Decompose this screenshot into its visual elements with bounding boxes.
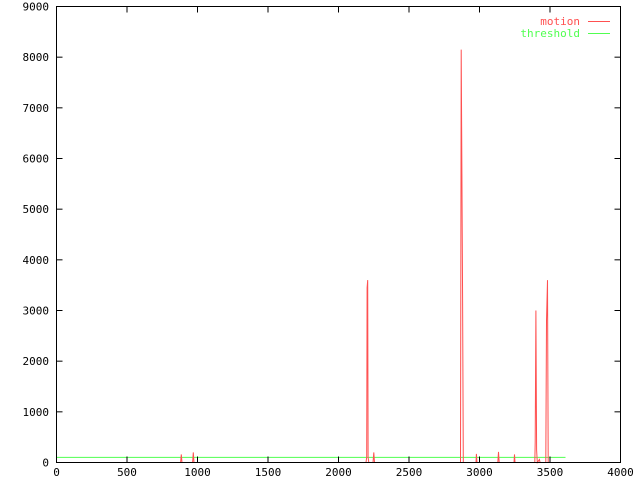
y-tick-label: 7000 <box>23 102 50 115</box>
y-tick-label: 5000 <box>23 203 50 216</box>
y-tick-label: 2000 <box>23 355 50 368</box>
y-tick-label: 0 <box>42 457 49 470</box>
x-tick-label: 1500 <box>255 466 282 479</box>
series-motion <box>56 49 566 464</box>
x-tick-label: 2000 <box>325 466 352 479</box>
y-tick-label: 3000 <box>23 305 50 318</box>
legend-label: threshold <box>520 27 580 40</box>
x-tick-label: 2500 <box>396 466 423 479</box>
x-tick-label: 3500 <box>537 466 564 479</box>
legend-label: motion <box>540 15 580 28</box>
x-tick-label: 0 <box>53 466 60 479</box>
series-layer <box>56 49 566 464</box>
y-tick-label: 1000 <box>23 406 50 419</box>
ticks-layer: 0 500 1000 1500 2000 2500 3000 3500 4000 0 1000 200… <box>23 1 634 480</box>
y-tick-label: 6000 <box>23 153 50 166</box>
x-tick-label: 3000 <box>466 466 493 479</box>
y-tick-label: 8000 <box>23 51 50 64</box>
x-tick-label: 4000 <box>607 466 634 479</box>
x-tick-label: 1000 <box>184 466 211 479</box>
y-tick-label: 9000 <box>23 1 50 14</box>
y-tick-label: 4000 <box>23 254 50 267</box>
x-tick-label: 500 <box>117 466 137 479</box>
